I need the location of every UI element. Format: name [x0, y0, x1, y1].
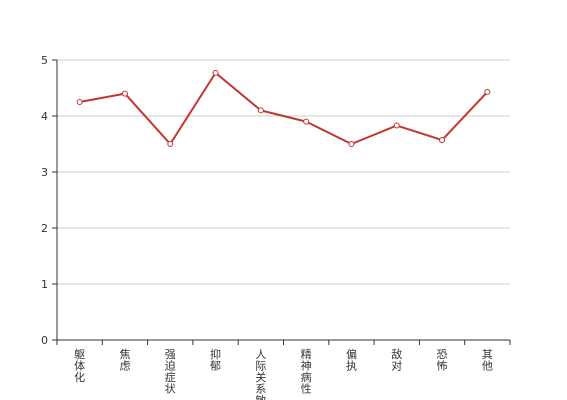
- x-tick-label: 焦虑: [119, 348, 130, 373]
- y-tick-label: 3: [41, 166, 48, 179]
- x-tick-label: 精神病性: [301, 348, 312, 396]
- y-tick-label: 2: [41, 222, 48, 235]
- x-tick-label: 强迫症状: [165, 348, 176, 396]
- x-tick-label: 恐怖: [437, 348, 448, 373]
- data-point[interactable]: [303, 118, 310, 125]
- y-tick-label: 0: [41, 334, 48, 347]
- x-tick-label: 其他: [482, 348, 493, 373]
- x-tick-label: 躯体化: [74, 348, 85, 384]
- x-axis: 躯体化 焦虑 强迫症状 抑郁 人际关系敏感 精神病性 偏执 敌对 恐怖 其他: [56, 339, 511, 400]
- y-tick-label: 4: [41, 110, 48, 123]
- y-tick-label: 5: [41, 54, 48, 67]
- data-point[interactable]: [76, 99, 83, 105]
- data-point[interactable]: [121, 90, 128, 97]
- data-point[interactable]: [439, 137, 446, 144]
- x-tick-label: 偏执: [346, 347, 357, 373]
- grid-lines: [57, 59, 510, 285]
- x-tick-label: 抑郁: [210, 347, 221, 373]
- x-tick-label: 敌对: [391, 347, 402, 373]
- data-point[interactable]: [348, 141, 355, 147]
- series-line: [79, 71, 489, 145]
- data-point[interactable]: [393, 122, 400, 129]
- data-point[interactable]: [212, 69, 219, 76]
- y-axis: 0 1 2 3 4 5: [41, 54, 58, 347]
- data-point[interactable]: [167, 141, 174, 147]
- series-line-group: [76, 69, 491, 147]
- data-point[interactable]: [484, 88, 491, 95]
- x-tick-label: 人际关系敏感: [255, 348, 266, 400]
- data-point[interactable]: [257, 107, 264, 114]
- y-tick-label: 1: [41, 278, 48, 291]
